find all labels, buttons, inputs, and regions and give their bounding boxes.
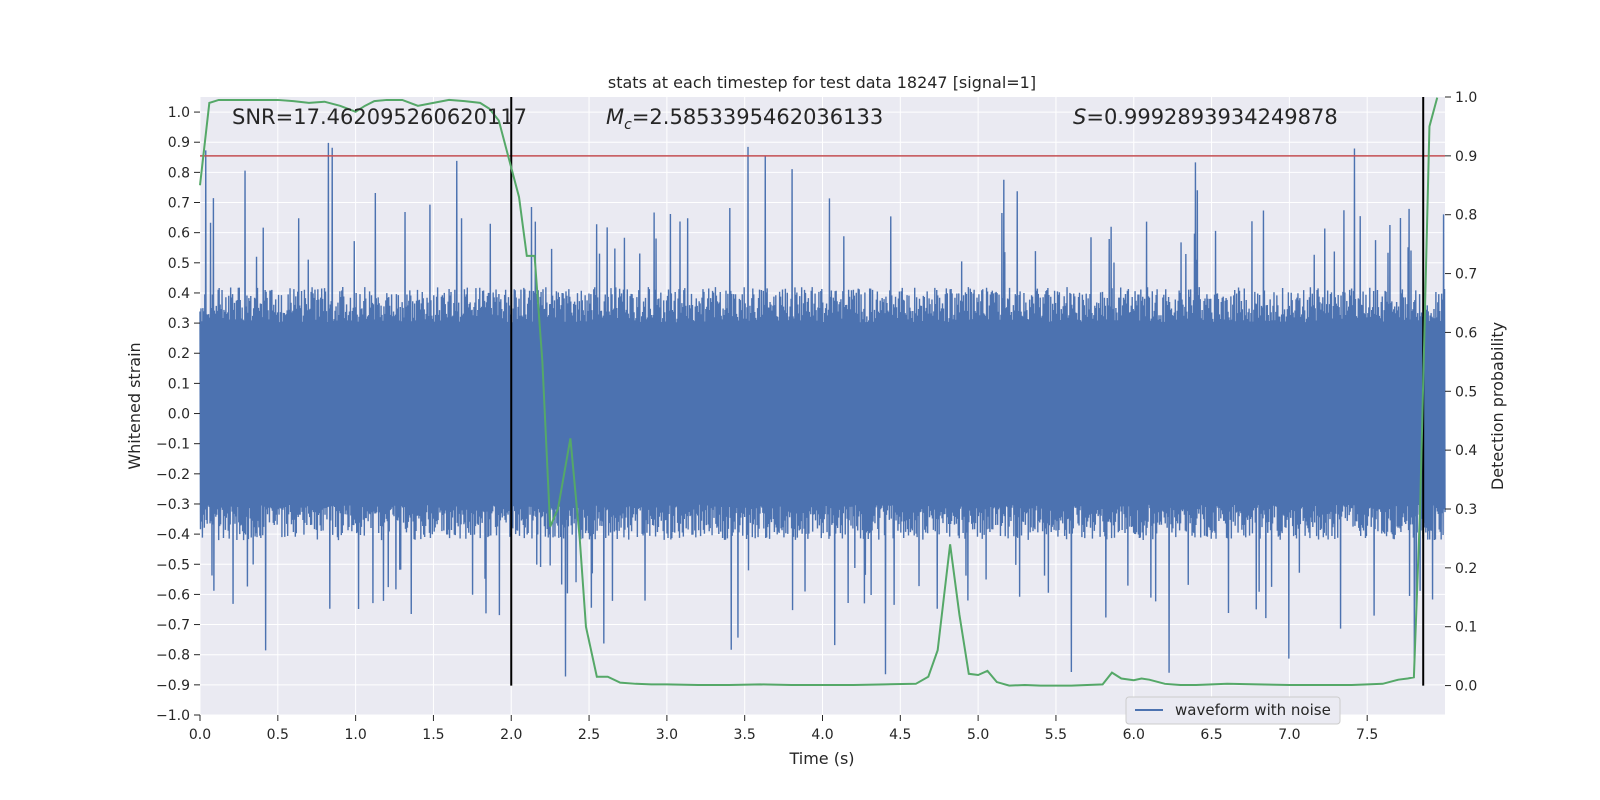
x-axis-label: Time (s) <box>788 749 854 768</box>
y-tick-label: 0.0 <box>168 407 190 423</box>
y-right-tick-label: 0.8 <box>1455 208 1477 224</box>
y-tick-label: 0.6 <box>168 226 190 242</box>
x-tick-label: 2.5 <box>578 727 600 743</box>
y-tick-label: 0.9 <box>168 135 190 151</box>
y-tick-label: 0.2 <box>168 346 190 362</box>
y-tick-label: 1.0 <box>168 105 190 121</box>
y-right-tick-label: 0.0 <box>1455 679 1477 695</box>
snr-annotation: SNR=17.462095260620117 <box>232 105 527 129</box>
score-annotation: S=0.9992893934249878 <box>1073 105 1338 129</box>
y-tick-label: −0.3 <box>156 497 190 513</box>
x-tick-label: 6.0 <box>1123 727 1145 743</box>
y-tick-label: −1.0 <box>156 708 190 724</box>
y-right-tick-label: 0.1 <box>1455 620 1477 636</box>
x-tick-label: 4.5 <box>889 727 911 743</box>
y-axis-ticks: −1.0 −0.9 −0.8 −0.7 −0.6 −0.5 −0.4 −0.3 −0.2 −0.1… <box>156 105 200 724</box>
y-tick-label: 0.1 <box>168 376 190 392</box>
y-tick-label: 0.5 <box>168 256 190 272</box>
legend-box <box>1125 696 1341 725</box>
y-tick-label: 0.4 <box>168 286 190 302</box>
y-tick-label: −0.7 <box>156 618 190 634</box>
y-tick-label: −0.4 <box>156 527 190 543</box>
waveform-series <box>199 142 1446 677</box>
x-tick-label: 4.0 <box>811 727 833 743</box>
chirp-mass-subscript: c <box>624 117 632 133</box>
x-tick-label: 0.5 <box>267 727 289 743</box>
x-tick-label: 3.5 <box>734 727 756 743</box>
y-axis-label: Whitened strain <box>125 342 144 469</box>
chirp-mass-annotation: Mc=2.5853395462036133 <box>606 105 883 133</box>
x-tick-label: 1.0 <box>344 727 366 743</box>
x-tick-label: 5.0 <box>967 727 989 743</box>
x-axis-ticks: 0.0 0.5 1.0 1.5 2.0 2.5 3.0 3.5 4.0 4.5 5.0 5.5 6.0 6… <box>189 715 1378 743</box>
x-tick-label: 7.0 <box>1278 727 1300 743</box>
x-tick-label: 6.5 <box>1200 727 1222 743</box>
x-tick-label: 2.0 <box>500 727 522 743</box>
y-right-tick-label: 0.9 <box>1455 149 1477 165</box>
score-symbol: S <box>1073 105 1086 129</box>
y-tick-label: −0.1 <box>156 437 190 453</box>
y-right-tick-label: 0.5 <box>1455 384 1477 400</box>
y-tick-label: −0.2 <box>156 467 190 483</box>
y-tick-label: −0.9 <box>156 678 190 694</box>
y-tick-label: 0.3 <box>168 316 190 332</box>
y-right-tick-label: 0.2 <box>1455 561 1477 577</box>
x-tick-label: 1.5 <box>422 727 444 743</box>
x-tick-label: 3.0 <box>656 727 678 743</box>
legend-entry-waveform: waveform with noise <box>1175 701 1331 719</box>
y-tick-label: −0.5 <box>156 557 190 573</box>
y-tick-label: 0.7 <box>168 196 190 212</box>
score-value: =0.9992893934249878 <box>1086 105 1337 129</box>
legend: waveform with noise <box>1125 696 1341 725</box>
y-right-tick-label: 0.4 <box>1455 443 1477 459</box>
y-right-axis-label: Detection probability <box>1488 322 1507 490</box>
x-tick-label: 5.5 <box>1045 727 1067 743</box>
y-tick-label: −0.6 <box>156 587 190 603</box>
waveform-line <box>199 142 1446 677</box>
chirp-mass-symbol: M <box>606 105 624 129</box>
chirp-mass-value: =2.5853395462036133 <box>632 105 883 129</box>
x-tick-label: 7.5 <box>1356 727 1378 743</box>
y-right-tick-label: 0.6 <box>1455 325 1477 341</box>
y-right-tick-label: 0.7 <box>1455 267 1477 283</box>
chart-title: stats at each timestep for test data 182… <box>608 73 1036 92</box>
x-tick-label: 0.0 <box>189 727 211 743</box>
y-tick-label: −0.8 <box>156 648 190 664</box>
probability-series <box>199 97 1439 687</box>
y-right-tick-label: 0.3 <box>1455 502 1477 518</box>
y-right-tick-label: 1.0 <box>1455 90 1477 106</box>
y-tick-label: 0.8 <box>168 165 190 181</box>
y-right-axis-ticks: 0.0 0.1 0.2 0.3 0.4 0.5 0.6 0.7 0.8 0.9 1.0 <box>1445 90 1477 695</box>
detection-probability-line <box>199 97 1439 687</box>
